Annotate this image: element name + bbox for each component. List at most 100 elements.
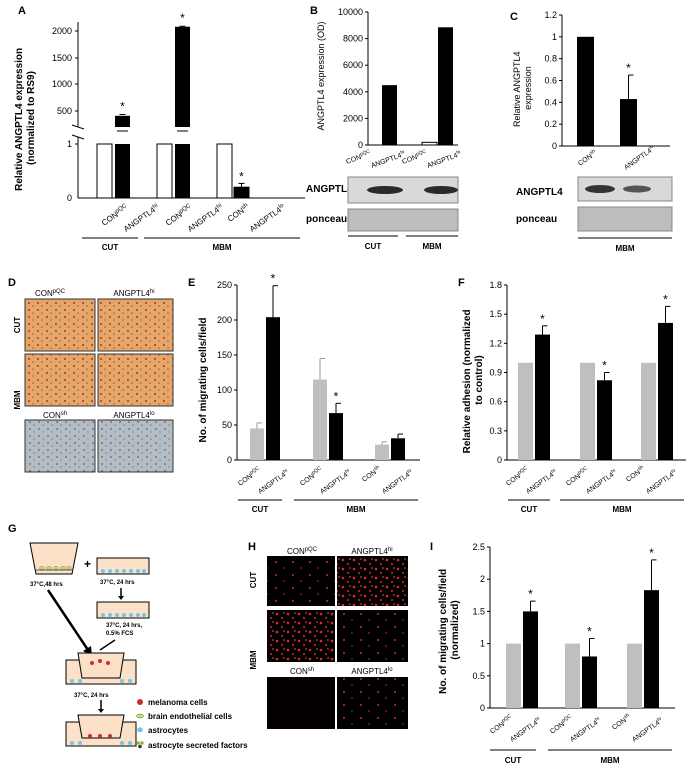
e-cat-3: CONpQC xyxy=(298,465,325,487)
d-col3: CONsh xyxy=(43,411,67,420)
a-cat-4: ANGPTL4hi xyxy=(186,203,225,234)
h-col1: CONpQC xyxy=(287,547,318,556)
a-group-mbm: MBM xyxy=(212,243,231,252)
h-img-mbm-angptl4hi xyxy=(337,610,408,662)
panel-e-ylabel: No. of migrating cells/field xyxy=(198,317,209,442)
bar xyxy=(627,643,642,708)
y-tick-label: 8000 xyxy=(343,34,363,44)
bar xyxy=(644,590,659,708)
b-blot-label-angptl4: ANGPTL4 xyxy=(306,184,353,195)
g-legend-factors: astrocyte secreted factors xyxy=(148,741,248,750)
bar xyxy=(233,186,250,199)
d-img-cut-con xyxy=(24,298,96,352)
bar xyxy=(216,143,233,199)
b-cat-4: ANGPTL4hi xyxy=(426,149,463,170)
panel-a-chart: Relative ANGPTL4 expression (normalized … xyxy=(14,11,305,252)
b-cat-1: CONpQC xyxy=(345,148,373,165)
g-step2: 37°C, 24 hrs xyxy=(100,580,135,586)
h-img-cut-angptl4hi xyxy=(337,556,408,606)
significance-marker: * xyxy=(626,61,631,75)
i-cat-3: CONpQC xyxy=(548,713,575,735)
panel-c-chart: Relative ANGPTL4 expression 0 0.2 0.4 0.6 0.… xyxy=(512,10,673,253)
g-step3: 37°C, 24 hrs, 0.5% FCS xyxy=(106,623,144,637)
y-tick-label: 0 xyxy=(227,455,232,465)
bar-lower-segment xyxy=(115,144,130,198)
b-cat-3: CONpQC xyxy=(401,148,429,165)
h-img-mbm-con xyxy=(267,610,335,662)
i-cat-6: ANGPTL4lo xyxy=(630,716,665,744)
f-cat-3: CONpQC xyxy=(564,465,591,487)
bar xyxy=(438,27,453,146)
panel-f-bars: * * * xyxy=(518,292,673,460)
i-group-mbm: MBM xyxy=(600,756,619,765)
a-tick-0: 0 xyxy=(67,193,72,203)
significance-marker: * xyxy=(271,272,276,286)
bar xyxy=(620,99,637,146)
f-group-cut: CUT xyxy=(521,505,538,514)
significance-marker: * xyxy=(602,359,607,373)
bar xyxy=(421,141,438,146)
i-cat-2: ANGPTL4hi xyxy=(508,716,542,744)
bar xyxy=(506,643,521,708)
y-tick-label: 250 xyxy=(217,280,232,290)
bar xyxy=(565,643,580,708)
d-img-mbm-con xyxy=(24,353,96,407)
bar-lower-segment xyxy=(175,144,190,198)
panel-i-chart: No. of migrating cells/field (normalized… xyxy=(438,542,675,765)
y-tick-label: 0 xyxy=(552,141,557,151)
y-tick-label: 0 xyxy=(480,703,485,713)
a-tick-2000: 2000 xyxy=(52,26,72,36)
y-tick-label: 0.3 xyxy=(489,426,502,436)
panel-d-images: CONpQC ANGPTL4hi CUT MBM CONsh ANGPTL4lo xyxy=(13,289,174,473)
panel-f-ylabel: Relative adhesion (normalized to control… xyxy=(462,307,485,454)
panel-letter-a: A xyxy=(18,5,26,17)
d-img-mbm-angptl4hi xyxy=(97,353,174,407)
bar xyxy=(266,317,280,460)
d-img-mbm-consh xyxy=(24,419,96,473)
bar xyxy=(641,362,656,460)
b-blot-ponceau xyxy=(347,208,459,232)
y-tick-label: 6000 xyxy=(343,60,363,70)
c-blot-label-angptl4: ANGPTL4 xyxy=(516,187,563,198)
g-insert-1 xyxy=(29,542,79,575)
panel-letter-i: I xyxy=(430,541,433,553)
y-tick-label: 1 xyxy=(480,639,485,649)
y-tick-label: 0.5 xyxy=(472,671,485,681)
c-blot-label-ponceau: ponceau xyxy=(516,214,557,225)
c-group-mbm: MBM xyxy=(615,244,634,253)
e-cat-6: ANGPTL4lo xyxy=(380,468,415,496)
y-tick-label: 2 xyxy=(480,574,485,584)
f-cat-4: ANGPTL4hi xyxy=(584,468,618,496)
panel-c-bars: * xyxy=(577,36,637,147)
bar xyxy=(175,26,190,127)
g-legend-factors-marker xyxy=(136,741,144,749)
g-step4: 37°C, 24 hrs xyxy=(74,693,109,699)
d-col4: ANGPTL4lo xyxy=(113,411,155,420)
a-cat-2: ANGPTL4hi xyxy=(122,203,161,234)
c-blot-ponceau xyxy=(577,206,673,232)
bar xyxy=(518,362,533,460)
e-cat-5: CONsh xyxy=(360,464,382,483)
y-tick-label: 1.2 xyxy=(544,10,557,20)
y-tick-label: 1 xyxy=(552,32,557,42)
g-legend-melanoma: melanoma cells xyxy=(148,698,208,707)
e-group-mbm: MBM xyxy=(346,505,365,514)
y-tick-label: 0.2 xyxy=(544,119,557,129)
h-row-mbm: MBM xyxy=(249,650,258,669)
h-col3: CONsh xyxy=(290,667,314,676)
panel-letter-d: D xyxy=(8,277,16,289)
y-tick-label: 2.5 xyxy=(472,542,485,552)
a-cat-5: CONsh xyxy=(226,202,251,223)
f-cat-6: ANGPTL4lo xyxy=(644,468,679,496)
y-tick-label: 0.9 xyxy=(489,368,502,378)
bar xyxy=(329,413,343,460)
i-group-cut: CUT xyxy=(505,756,522,765)
bar xyxy=(580,362,595,460)
a-tick-1000: 1000 xyxy=(52,79,72,89)
bar xyxy=(391,438,405,460)
d-img-cut-angptl4hi xyxy=(97,298,174,352)
panel-a-bars: * * * xyxy=(96,11,250,199)
bar xyxy=(597,380,612,460)
panel-c-ylabel: Relative ANGPTL4 expression xyxy=(512,49,533,127)
